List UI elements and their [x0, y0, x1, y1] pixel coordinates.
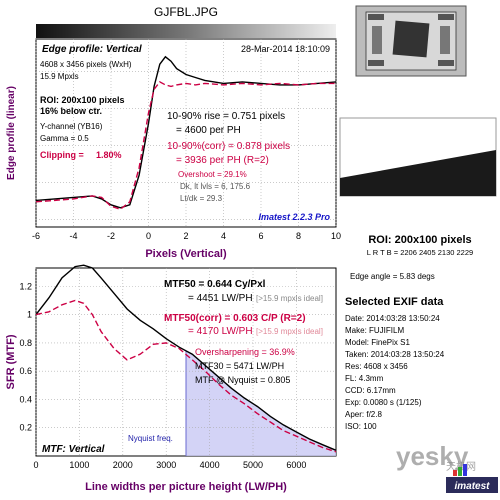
- watermark: yesky 天极网 imatest: [396, 441, 498, 493]
- mtf-x-tick-label: 0: [33, 460, 38, 470]
- edge-x-tick-label: -6: [32, 231, 40, 241]
- watermark-sub: 天极网: [446, 460, 476, 473]
- mpxls-text: 15.9 Mpxls: [40, 72, 79, 81]
- edge-profile-series: [35, 55, 337, 210]
- mtf-ticks: 0 1000 2000 3000 4000 5000 6000 0.2 0.4 0.6 0.8 1 1.…: [19, 281, 306, 470]
- roi-coords: L R T B = 2206 2405 2130 2229: [367, 248, 473, 257]
- mtf-x-tick-label: 1000: [69, 460, 89, 470]
- imatest-logo-box: [446, 477, 498, 493]
- edge-x-tick-label: 2: [183, 231, 188, 241]
- roi-offset-text: 16% below ctr.: [40, 106, 102, 116]
- file-title: GJFBL.JPG: [154, 5, 218, 19]
- mtf-x-tick-label: 4000: [200, 460, 220, 470]
- imatest-logo: imatest: [454, 481, 490, 492]
- edge-series-line-2: [35, 81, 336, 210]
- exif-row: Exp: 0.0080 s (1/125): [345, 398, 422, 407]
- edge-x-axis-label: Pixels (Vertical): [145, 248, 227, 260]
- oversharpening-text: Oversharpening = 36.9%: [195, 347, 295, 357]
- exif-row: FL: 4.3mm: [345, 374, 384, 383]
- dk-lt-text: Dk, lt lvls = 6, 175.6: [180, 182, 251, 191]
- overshoot-text: Overshoot = 29.1%: [178, 170, 247, 179]
- exif-row: Make: FUJIFILM: [345, 326, 404, 335]
- edge-x-tick-label: 10: [331, 231, 341, 241]
- rise-line-2: = 4600 per PH: [176, 125, 241, 136]
- mtf-series: [35, 264, 337, 453]
- mtf50corr-ideal: [>15.9 mpxls ideal]: [256, 327, 323, 336]
- edge-profile-heading: Edge profile: Vertical: [42, 44, 142, 55]
- mtf50corr-line-2: = 4170 LW/PH: [188, 326, 253, 337]
- mtf50corr-line-1: MTF50(corr) = 0.603 C/P (R=2): [164, 313, 306, 324]
- mtf-y-tick-label: 0.2: [19, 423, 32, 433]
- logo-bar-blue: [463, 464, 467, 476]
- rise-corr-line-1: 10-90%(corr) = 0.878 pixels: [167, 141, 290, 152]
- mtf-x-tick-label: 3000: [156, 460, 176, 470]
- gray-gradient-band: [36, 24, 336, 38]
- channel-text: Y-channel (YB16): [40, 122, 103, 131]
- edge-profile-grid: [35, 39, 337, 227]
- mtf-grid: [35, 268, 336, 456]
- mtf-x-axis-label: Line widths per picture height (LW/PH): [85, 481, 287, 493]
- edge-x-tick-label: -2: [107, 231, 115, 241]
- exif-row: Date: 2014:03:28 13:50:24: [345, 314, 440, 323]
- exif-list: Date: 2014:03:28 13:50:24 Make: FUJIFILM M…: [345, 314, 445, 431]
- exif-row: CCD: 6.17mm: [345, 386, 396, 395]
- mtf-series-line-1: [35, 264, 337, 451]
- nyquist-shaded-region: [186, 350, 336, 456]
- edge-y-axis-label: Edge profile (linear): [6, 86, 17, 180]
- exif-row: Model: FinePix S1: [345, 338, 410, 347]
- roi-title: ROI: 200x100 pixels: [368, 234, 471, 246]
- exif-row: Res: 4608 x 3456: [345, 362, 408, 371]
- mtf-heading: MTF: Vertical: [42, 444, 105, 455]
- edge-timestamp: 28-Mar-2014 18:10:09: [241, 44, 330, 54]
- roi-crop-image: [339, 117, 497, 197]
- logo-bar-green: [458, 467, 462, 476]
- exif-title: Selected EXIF data: [345, 296, 444, 308]
- mtf50-line-2: = 4451 LW/PH: [188, 293, 253, 304]
- edge-x-tick-label: 0: [146, 231, 151, 241]
- edge-profile-ticks: -6 -4 -2 0 2 4 6 8 10: [32, 231, 341, 241]
- test-chart-thumbnail: [355, 5, 467, 77]
- clipping-value: 1.80%: [96, 150, 122, 160]
- mtf-y-tick-label: 0.8: [19, 338, 32, 348]
- mtf-y-tick-label: 1: [27, 310, 32, 320]
- nyquist-label: Nyquist freq.: [128, 434, 173, 443]
- exif-row: Aper: f/2.8: [345, 410, 382, 419]
- mtf-series-line-2: [35, 299, 337, 453]
- lt-dk-text: Lt/dk = 29.3: [180, 194, 223, 203]
- mtf50-ideal: [>15.9 mpxls ideal]: [256, 294, 323, 303]
- edge-x-tick-label: 6: [258, 231, 263, 241]
- mtf-y-tick-label: 1.2: [19, 281, 32, 291]
- edge-series-line-1: [35, 55, 337, 209]
- clipping-label: Clipping =: [40, 150, 84, 160]
- image-size-text: 4608 x 3456 pixels (WxH): [40, 60, 132, 69]
- imatest-version: Imatest 2.2.3 Pro: [258, 212, 330, 222]
- mtf-nyquist-text: MTF @ Nyquist = 0.805: [195, 375, 290, 385]
- mtf-y-tick-label: 0.4: [19, 394, 32, 404]
- mtf-x-tick-label: 5000: [243, 460, 263, 470]
- edge-x-tick-label: 8: [296, 231, 301, 241]
- edge-x-tick-label: 4: [221, 231, 226, 241]
- roi-text: ROI: 200x100 pixels: [40, 95, 125, 105]
- exif-row: Taken: 2014:03:28 13:50:24: [345, 350, 445, 359]
- rise-line-1: 10-90% rise = 0.751 pixels: [167, 111, 285, 122]
- exif-row: ISO: 100: [345, 422, 377, 431]
- mtf30-text: MTF30 = 5471 LW/PH: [195, 361, 284, 371]
- mtf-y-axis-label: SFR (MTF): [5, 334, 17, 389]
- logo-bar-red: [453, 470, 457, 476]
- mtf-x-tick-label: 2000: [113, 460, 133, 470]
- edge-x-tick-label: -4: [69, 231, 77, 241]
- gamma-text: Gamma = 0.5: [40, 134, 89, 143]
- mtf-x-tick-label: 6000: [286, 460, 306, 470]
- mtf50-line-1: MTF50 = 0.644 Cy/Pxl: [164, 279, 266, 290]
- rise-corr-line-2: = 3936 per PH (R=2): [176, 155, 269, 166]
- edge-angle: Edge angle = 5.83 degs: [350, 272, 435, 281]
- watermark-text: yesky: [396, 441, 469, 471]
- mtf-y-tick-label: 0.6: [19, 366, 32, 376]
